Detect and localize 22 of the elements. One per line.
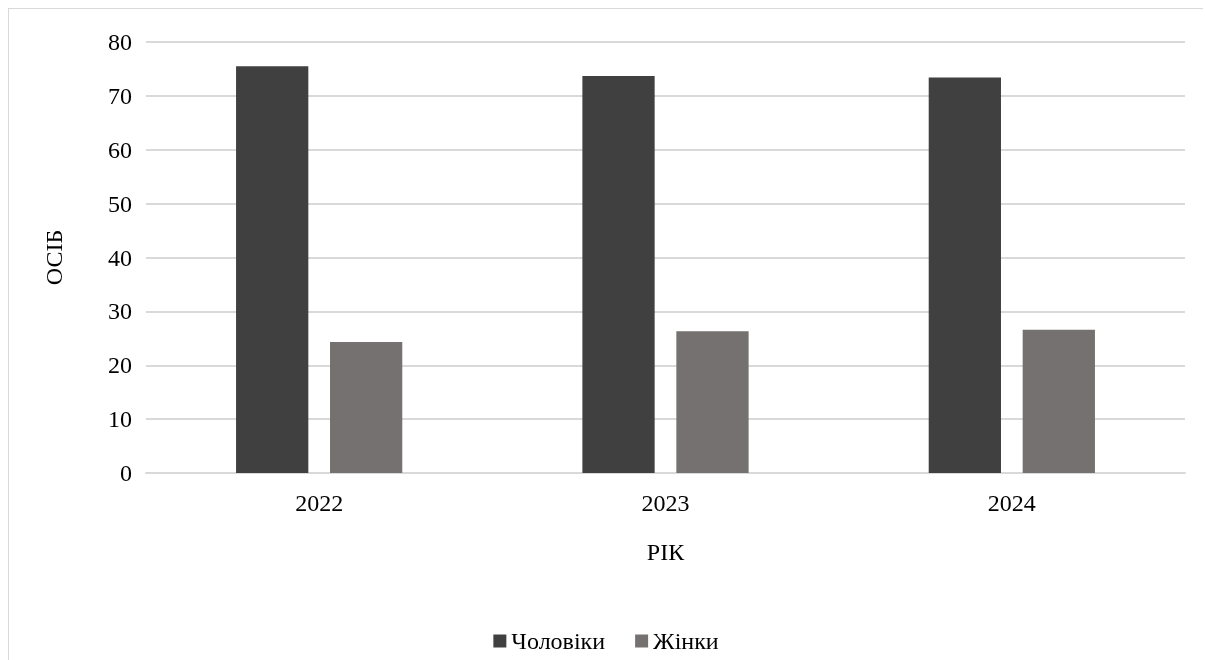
y-axis-title: ОСІБ [41,229,67,286]
bar [1022,329,1095,473]
legend-label: Чоловіки [511,628,606,654]
bar [330,342,403,473]
y-tick-label: 20 [108,352,132,379]
bar [236,66,309,473]
legend-label: Жінки [653,628,719,654]
y-tick-label: 30 [108,298,132,325]
y-tick-label: 0 [120,460,132,486]
y-tick-label: 40 [108,244,132,271]
y-tick-label: 60 [108,136,132,163]
y-tick-label: 70 [108,82,132,109]
x-tick-label: 2023 [641,490,690,516]
bar [928,77,1001,473]
y-tick-label: 10 [108,406,132,433]
x-tick-label: 2022 [295,490,344,516]
bar [676,331,749,473]
x-axis-title: РІК [646,539,686,565]
y-tick-label: 80 [108,29,132,55]
x-tick-label: 2024 [987,490,1036,516]
y-tick-label: 50 [108,190,132,217]
bar [582,75,655,473]
